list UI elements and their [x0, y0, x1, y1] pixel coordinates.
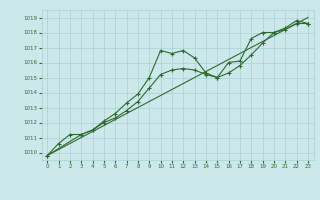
Text: Graphe pression niveau de la mer (hPa): Graphe pression niveau de la mer (hPa): [72, 184, 248, 193]
